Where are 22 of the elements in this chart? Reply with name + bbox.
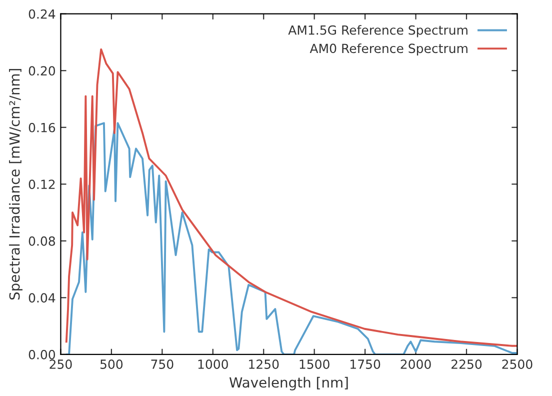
x-tick-label: 250: [50, 360, 72, 369]
x-tick-label: 1750: [350, 360, 380, 369]
x-tick-label: 1250: [249, 360, 279, 369]
x-tick-label: 2250: [452, 360, 482, 369]
legend-label: AM0 Reference Spectrum: [310, 43, 468, 56]
y-tick-label: 0.00: [28, 350, 56, 360]
y-tick-label: 0.08: [28, 236, 56, 246]
y-tick-label: 0.04: [28, 293, 56, 303]
x-tick-label: 2000: [400, 360, 431, 369]
line-series: [66, 122, 518, 354]
x-tick-label: 2500: [502, 360, 532, 369]
x-tick-label: 750: [151, 360, 174, 369]
y-tick-label: 0.24: [28, 9, 56, 19]
y-axis-title: Spectral Irradiance [mW/cm²/nm]: [9, 69, 22, 300]
x-tick-label: 500: [100, 360, 123, 369]
x-axis-title: Wavelength [nm]: [229, 376, 348, 390]
y-tick-label: 0.12: [28, 180, 55, 190]
x-tick-label: 1000: [198, 360, 228, 369]
y-tick-label: 0.16: [28, 122, 56, 132]
y-tick-label: 0.20: [28, 66, 56, 76]
x-tick-label: 1500: [300, 360, 330, 369]
legend-label: AM1.5G Reference Spectrum: [288, 25, 468, 38]
